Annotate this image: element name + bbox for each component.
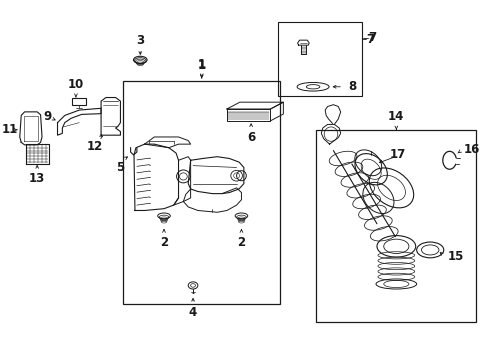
Text: 1: 1 [197,59,205,72]
Text: 6: 6 [246,131,255,144]
Bar [72,98,85,105]
Text: 2: 2 [160,235,168,249]
Text: 5: 5 [116,161,124,174]
Text: 16: 16 [463,143,480,156]
Text: 17: 17 [389,148,406,161]
Bar [122,81,280,304]
Text: 7: 7 [366,32,374,46]
Text: 14: 14 [387,110,404,123]
Bar [316,130,475,321]
Bar [277,22,362,96]
Text: 3: 3 [136,33,144,46]
Text: 13: 13 [29,172,45,185]
Text: 11: 11 [2,123,18,136]
Bar [226,109,270,121]
Text: 9: 9 [43,111,51,123]
Text: 10: 10 [68,78,84,91]
Text: 7: 7 [367,31,376,44]
Text: 8: 8 [347,80,355,93]
Text: 4: 4 [188,306,197,319]
Text: 1: 1 [197,58,205,71]
Text: 2: 2 [237,235,245,249]
Text: 12: 12 [86,140,102,153]
Text: 15: 15 [447,250,463,263]
